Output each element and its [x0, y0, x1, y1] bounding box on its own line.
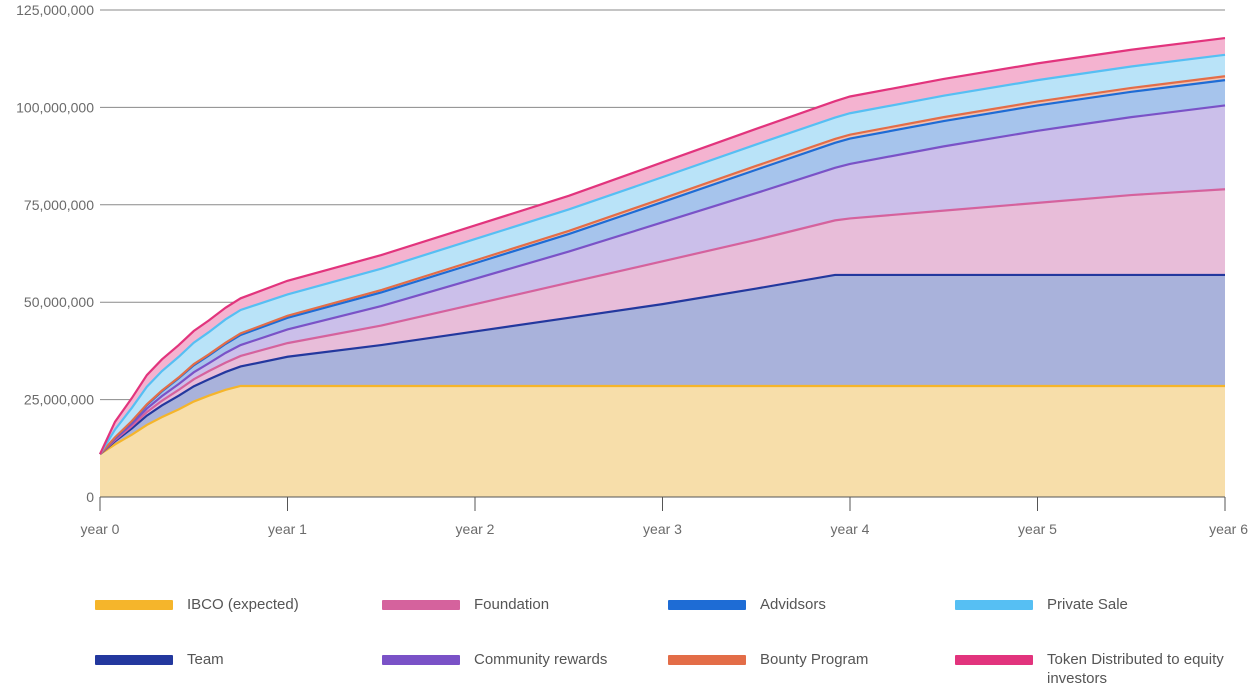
legend-label: Private Sale	[1047, 596, 1128, 613]
legend-label: Community rewards	[474, 651, 608, 668]
y-tick-label: 125,000,000	[16, 2, 94, 18]
legend-swatch	[668, 600, 746, 610]
y-tick-label: 100,000,000	[16, 99, 94, 115]
axes: 125,000,000 100,000,000 75,000,000 50,000,0…	[16, 2, 1248, 537]
line-foundation	[99, 188, 1226, 455]
line-bounty-program	[99, 75, 1226, 455]
legend-label: Foundation	[474, 596, 550, 613]
area-ibco-expected	[100, 385, 1225, 497]
area-foundation	[100, 189, 1225, 455]
y-tick-label: 50,000,000	[24, 294, 94, 310]
legend-swatch	[955, 655, 1033, 665]
area-team	[100, 274, 1225, 455]
x-tick-label: year 4	[831, 521, 870, 537]
legend-swatch	[382, 600, 460, 610]
legend-item-token-distributed-to-equity-investors: Token Distributed to equity investors	[955, 650, 1237, 688]
legend-label: IBCO (expected)	[187, 596, 299, 613]
legend-swatch	[95, 600, 173, 610]
area-community-rewards	[100, 105, 1225, 455]
legend-item-advidsors: Advidsors	[668, 595, 950, 614]
line-private-sale	[99, 53, 1226, 455]
series-areas	[100, 38, 1225, 497]
series-lines	[99, 36, 1226, 456]
legend-label: Team	[187, 651, 224, 668]
legend: IBCO (expected) Foundation Advidsors Privat…	[0, 590, 1250, 690]
legend-swatch	[382, 655, 460, 665]
legend-swatch	[668, 655, 746, 665]
y-tick-label: 25,000,000	[24, 392, 94, 408]
y-tick-label: 75,000,000	[24, 197, 94, 213]
area-advidsors	[100, 80, 1225, 455]
legend-item-foundation: Foundation	[382, 595, 664, 614]
legend-swatch	[95, 655, 173, 665]
legend-item-community-rewards: Community rewards	[382, 650, 664, 669]
x-tick-label: year 3	[643, 521, 682, 537]
line-token-distributed-to-equity-investors	[99, 36, 1226, 455]
legend-label: Bounty Program	[760, 651, 869, 668]
legend-item-bounty-program: Bounty Program	[668, 650, 950, 669]
legend-label: Token Distributed to equity investors	[1047, 651, 1224, 687]
legend-item-team: Team	[95, 650, 377, 669]
x-tick-label: year 6	[1209, 521, 1248, 537]
x-tick-label: year 1	[268, 521, 307, 537]
line-team	[99, 273, 1225, 455]
x-tick-label: year 2	[456, 521, 495, 537]
legend-item-private-sale: Private Sale	[955, 595, 1237, 614]
y-tick-label: 0	[86, 489, 94, 505]
x-tick-label: year 5	[1018, 521, 1057, 537]
stacked-area-chart: 125,000,000 100,000,000 75,000,000 50,000,0…	[16, 2, 1248, 537]
x-tick-label: year 0	[81, 521, 120, 537]
legend-label: Advidsors	[760, 596, 826, 613]
legend-swatch	[955, 600, 1033, 610]
legend-item-ibco-expected: IBCO (expected)	[95, 595, 377, 614]
line-ibco-expected	[99, 384, 1225, 456]
line-community-rewards	[99, 104, 1226, 455]
